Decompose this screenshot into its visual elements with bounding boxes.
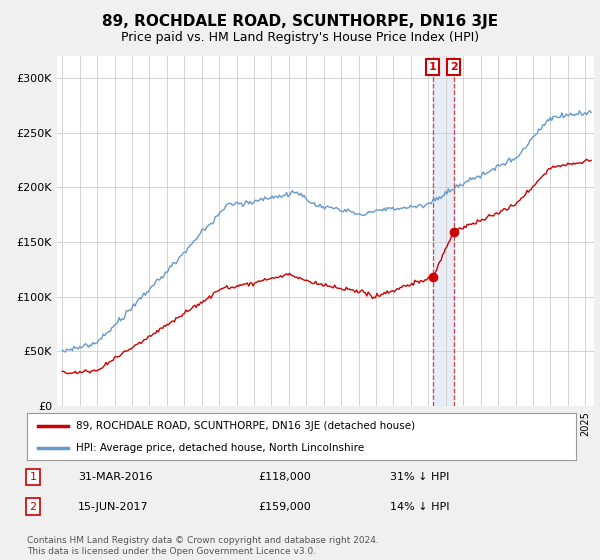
Text: 2: 2 — [450, 62, 458, 72]
Text: 31-MAR-2016: 31-MAR-2016 — [78, 472, 152, 482]
Text: Contains HM Land Registry data © Crown copyright and database right 2024.
This d: Contains HM Land Registry data © Crown c… — [27, 536, 379, 556]
Text: 2: 2 — [29, 502, 37, 512]
Text: £159,000: £159,000 — [258, 502, 311, 512]
Text: 31% ↓ HPI: 31% ↓ HPI — [390, 472, 449, 482]
Text: 1: 1 — [29, 472, 37, 482]
Text: 15-JUN-2017: 15-JUN-2017 — [78, 502, 149, 512]
Text: HPI: Average price, detached house, North Lincolnshire: HPI: Average price, detached house, Nort… — [76, 444, 365, 454]
Text: Price paid vs. HM Land Registry's House Price Index (HPI): Price paid vs. HM Land Registry's House … — [121, 31, 479, 44]
Text: £118,000: £118,000 — [258, 472, 311, 482]
Text: 1: 1 — [429, 62, 437, 72]
Text: 14% ↓ HPI: 14% ↓ HPI — [390, 502, 449, 512]
Bar — [433, 56, 454, 406]
Text: 89, ROCHDALE ROAD, SCUNTHORPE, DN16 3JE: 89, ROCHDALE ROAD, SCUNTHORPE, DN16 3JE — [102, 14, 498, 29]
Text: 89, ROCHDALE ROAD, SCUNTHORPE, DN16 3JE (detached house): 89, ROCHDALE ROAD, SCUNTHORPE, DN16 3JE … — [76, 421, 416, 431]
